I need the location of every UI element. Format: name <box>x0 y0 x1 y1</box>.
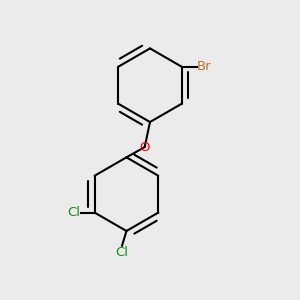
Text: Br: Br <box>197 60 212 73</box>
Text: Cl: Cl <box>115 246 128 259</box>
Text: O: O <box>140 141 150 154</box>
Text: Cl: Cl <box>68 206 80 219</box>
